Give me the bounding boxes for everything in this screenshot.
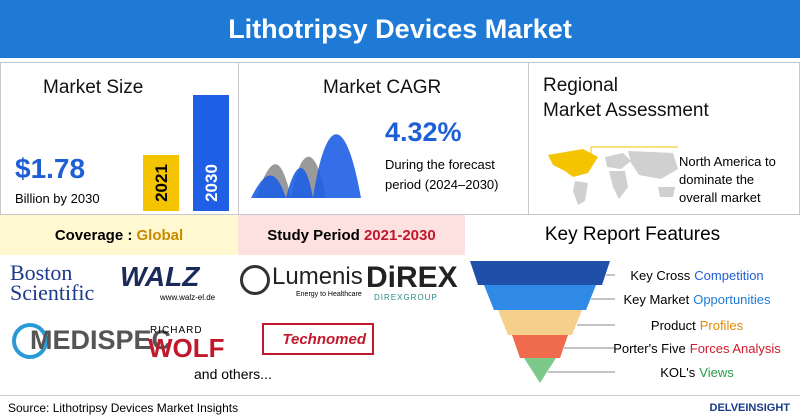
funnel-layer xyxy=(498,310,582,335)
note-line: overall market xyxy=(679,190,761,205)
region xyxy=(609,171,628,199)
region xyxy=(573,181,588,205)
feature-text: Key Cross xyxy=(630,268,690,283)
region xyxy=(628,151,678,179)
heading: Market Size xyxy=(43,77,144,98)
others: and others... xyxy=(194,366,272,382)
label: Study Period xyxy=(267,226,360,244)
feature-text: Porter's Five xyxy=(613,341,686,356)
footer: Source: Lithotripsy Devices Market Insig… xyxy=(0,395,800,420)
logo-text: RICHARD xyxy=(150,325,203,336)
note-line: North America to xyxy=(679,154,776,169)
logo-text: Boston xyxy=(10,260,73,285)
features-funnel: Key Cross Competition Key Market Opportunit… xyxy=(470,261,781,383)
feature-label: Key Market Opportunities xyxy=(623,292,771,307)
medispec-icon xyxy=(12,323,48,359)
coverage: Coverage : Global xyxy=(0,215,238,255)
funnel-layer xyxy=(512,335,568,358)
feature-text: KOL's xyxy=(660,365,695,380)
header: Lithotripsy Devices Market xyxy=(0,0,800,58)
funnel-layer xyxy=(484,285,596,310)
logo-text: DIREXGROUP xyxy=(374,293,438,302)
bar xyxy=(193,95,229,211)
source: Source: Lithotripsy Devices Market Insig… xyxy=(8,401,239,415)
value: $1.78 xyxy=(15,153,86,184)
value: Global xyxy=(136,226,184,244)
heading-line: Market Assessment xyxy=(543,100,709,121)
note-line: During the forecast xyxy=(385,157,495,172)
north-america xyxy=(548,149,598,177)
funnel-layer xyxy=(470,261,610,285)
note-line: period (2024–2030) xyxy=(385,177,499,192)
logo-boston: Boston Scientific xyxy=(10,260,95,305)
bar-graphic: 2021 2030 xyxy=(143,95,229,211)
logo-technomed: Technomed xyxy=(262,323,374,355)
title: Lithotripsy Devices Market xyxy=(228,13,572,44)
label: Coverage : xyxy=(54,226,133,244)
feature-label: Product Profiles xyxy=(651,318,744,333)
heading-line: Regional xyxy=(543,75,618,96)
feature-highlight: Opportunities xyxy=(693,292,771,307)
logo-direx: DiREX xyxy=(366,261,458,294)
wave-graphic xyxy=(251,134,361,198)
feature-text: Key Market xyxy=(623,292,689,307)
funnel-layer xyxy=(524,358,556,383)
features-heading: Key Report Features xyxy=(544,224,721,245)
cagr-panel: Market CAGR 4.32% During the forecast per… xyxy=(238,62,529,215)
feature-highlight: Forces Analysis xyxy=(690,341,782,356)
lumenis-icon xyxy=(240,265,270,295)
logos: Boston Scientific WALZ www.walz-el.de Lum… xyxy=(0,255,465,395)
logo-lumenis: Lumenis xyxy=(272,263,363,290)
note: North America to dominate the overall mark… xyxy=(679,153,776,207)
logo-wolf: WOLF xyxy=(148,333,225,363)
study-period: Study Period 2021-2030 xyxy=(238,215,465,255)
logo-walz: WALZ xyxy=(120,261,200,292)
feature-label: Porter's Five Forces Analysis xyxy=(613,341,781,356)
world-map xyxy=(548,146,678,205)
note-line: dominate the xyxy=(679,172,755,187)
pointer xyxy=(590,146,678,155)
value: 2021-2030 xyxy=(363,226,436,244)
feature-highlight: Views xyxy=(699,365,734,380)
bar xyxy=(143,155,179,211)
value: 4.32% xyxy=(385,117,462,147)
bar-label: 2021 xyxy=(152,164,171,202)
regional-panel: Regional Market Assessment North America … xyxy=(528,62,800,215)
market-size-panel: Market Size $1.78 Billion by 2030 2021 2… xyxy=(0,62,239,215)
logo-text: Energy to Healthcare xyxy=(296,291,362,298)
feature-highlight: Profiles xyxy=(700,318,744,333)
brand: DELVEINSIGHT xyxy=(709,402,790,414)
note: Billion by 2030 xyxy=(15,191,100,206)
bar-label: 2030 xyxy=(202,164,221,202)
feature-highlight: Competition xyxy=(694,268,763,283)
region xyxy=(605,153,631,169)
note: During the forecast period (2024–2030) xyxy=(385,155,498,195)
logo-medispec: MEDISPEC xyxy=(30,325,172,355)
heading: Regional Market Assessment xyxy=(543,73,709,123)
logo-text: www.walz-el.de xyxy=(160,293,216,302)
wave xyxy=(251,134,361,198)
feature-labels: Key Cross Competition Key Market Opportunit… xyxy=(548,268,781,380)
heading: Market CAGR xyxy=(323,77,442,98)
feature-label: Key Cross Competition xyxy=(630,268,763,283)
feature-text: Product xyxy=(651,318,696,333)
feature-label: KOL's Views xyxy=(660,365,734,380)
region xyxy=(658,187,675,197)
logo-text: Scientific xyxy=(10,280,95,305)
